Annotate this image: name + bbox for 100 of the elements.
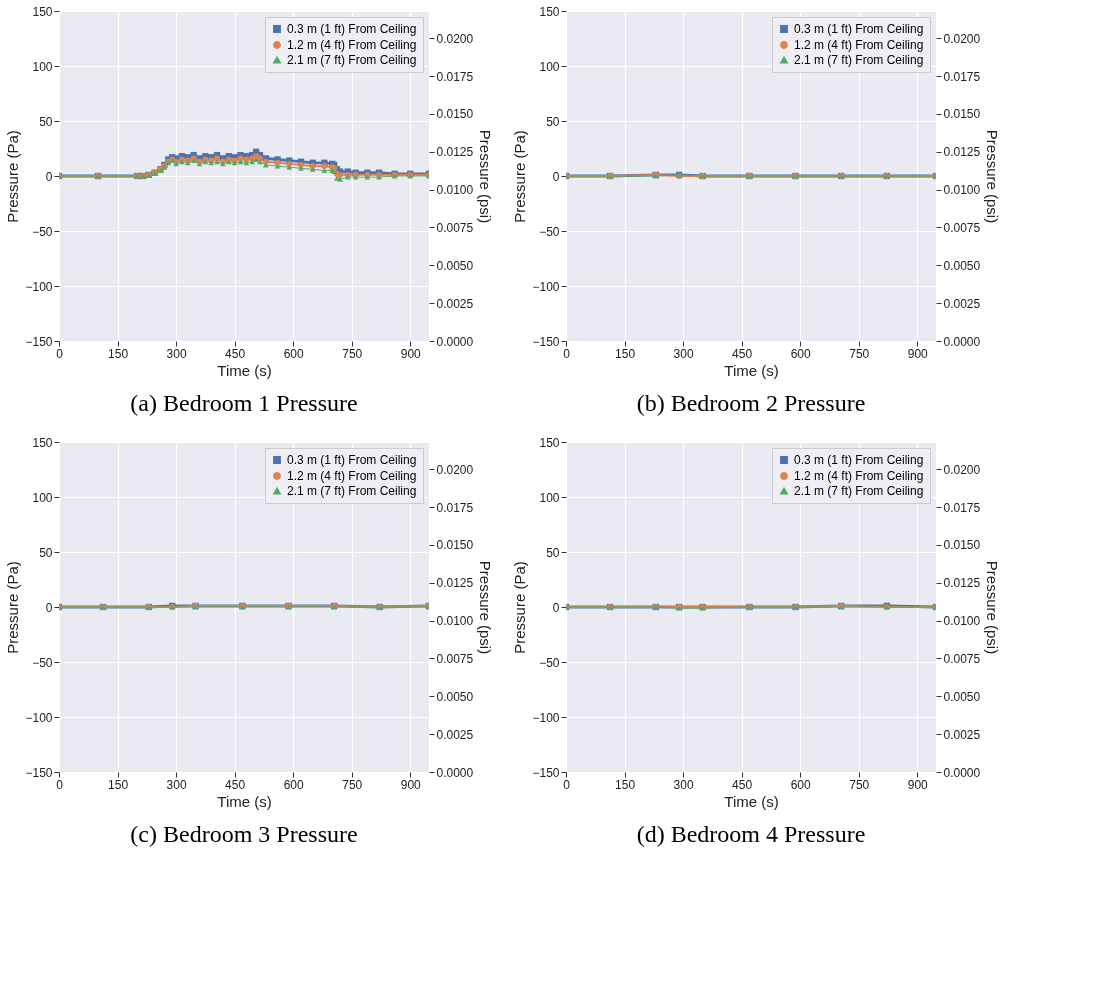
y2-tick-label: 0.0200 — [436, 31, 474, 46]
y2-tick-label: 0.0200 — [943, 31, 981, 46]
y2-tick-label: 0.0200 — [943, 462, 981, 477]
x-tick-label: 0 — [56, 346, 64, 361]
y-tick-label: 0 — [552, 600, 560, 615]
y2-tick-label: 0.0000 — [436, 765, 474, 780]
y-tick-label: 150 — [32, 435, 53, 450]
legend-label: 1.2 m (4 ft) From Ceiling — [287, 38, 417, 52]
y-tick-label: 50 — [546, 545, 560, 560]
x-tick-label: 300 — [673, 777, 694, 792]
y-axis-title: Pressure (Pa) — [4, 561, 22, 654]
y2-tick-label: 0.0175 — [436, 69, 474, 84]
x-tick-label: 600 — [283, 346, 305, 361]
legend-label: 1.2 m (4 ft) From Ceiling — [794, 38, 924, 52]
y2-tick-label: 0.0000 — [943, 334, 981, 349]
y2-tick-label: 0.0100 — [436, 614, 474, 629]
y2-tick-label: 0.0050 — [943, 689, 981, 704]
text: (b) Bedroom 2 Pressure — [636, 390, 866, 416]
x-tick-label: 900 — [400, 777, 422, 792]
y2-tick-label: 0.0050 — [436, 258, 474, 273]
y-tick-label: −100 — [25, 279, 53, 294]
x-tick-label: 450 — [732, 346, 753, 361]
y2-tick-label: 0.0175 — [943, 69, 981, 84]
y2-tick-label: 0.0125 — [943, 145, 981, 160]
legend-label: 1.2 m (4 ft) From Ceiling — [794, 469, 924, 483]
y2-tick-label: 0.0025 — [436, 296, 474, 311]
y-tick-label: 0 — [552, 169, 560, 184]
x-tick-label: 300 — [673, 346, 694, 361]
x-tick-label: 300 — [166, 346, 187, 361]
x-tick-label: 300 — [166, 777, 187, 792]
x-tick-label: 150 — [615, 777, 636, 792]
legend-label: 1.2 m (4 ft) From Ceiling — [287, 469, 417, 483]
y-tick-label: −100 — [25, 710, 53, 725]
y2-tick-label: 0.0125 — [943, 576, 981, 591]
y2-tick-label: 0.0075 — [436, 651, 474, 666]
y-tick-label: 50 — [546, 114, 560, 129]
legend-label: 0.3 m (1 ft) From Ceiling — [287, 453, 417, 467]
y-tick-label: −150 — [25, 765, 53, 780]
x-tick-label: 450 — [225, 777, 246, 792]
y2-tick-label: 0.0125 — [436, 145, 474, 160]
y-tick-label: 100 — [539, 490, 560, 505]
y-tick-label: 50 — [39, 545, 53, 560]
x-axis-title: Time (s) — [217, 361, 272, 379]
y2-tick-label: 0.0025 — [943, 727, 981, 742]
legend-label: 0.3 m (1 ft) From Ceiling — [794, 453, 924, 467]
y2-axis-title: Pressure (psi) — [984, 560, 1002, 655]
x-tick-label: 900 — [907, 346, 929, 361]
x-tick-label: 600 — [790, 346, 812, 361]
y2-tick-label: 0.0150 — [943, 538, 981, 553]
y-tick-label: −50 — [539, 655, 560, 670]
y2-axis-title: Pressure (psi) — [477, 560, 495, 655]
y-tick-label: −150 — [25, 334, 53, 349]
y2-tick-label: 0.0150 — [436, 538, 474, 553]
y2-tick-label: 0.0100 — [436, 183, 474, 198]
y2-axis-title: Pressure (psi) — [984, 129, 1002, 224]
x-tick-label: 900 — [400, 346, 422, 361]
x-axis-title: Time (s) — [724, 361, 779, 379]
legend-label: 0.3 m (1 ft) From Ceiling — [287, 22, 417, 36]
y2-tick-label: 0.0025 — [436, 727, 474, 742]
y-tick-label: 150 — [539, 4, 560, 19]
y-tick-label: −50 — [32, 224, 53, 239]
y2-axis-title: Pressure (psi) — [477, 129, 495, 224]
x-tick-label: 450 — [732, 777, 753, 792]
text: (c) Bedroom 3 Pressure — [130, 821, 358, 847]
y-tick-label: −50 — [32, 655, 53, 670]
y-tick-label: −100 — [532, 710, 560, 725]
legend-label: 2.1 m (7 ft) From Ceiling — [794, 53, 924, 67]
y2-tick-label: 0.0175 — [943, 500, 981, 515]
y-tick-label: −50 — [539, 224, 560, 239]
y2-tick-label: 0.0050 — [436, 689, 474, 704]
x-tick-label: 750 — [849, 777, 870, 792]
text: (d) Bedroom 4 Pressure — [636, 821, 866, 847]
x-tick-label: 150 — [108, 346, 129, 361]
y2-tick-label: 0.0200 — [436, 462, 474, 477]
y-tick-label: 100 — [539, 59, 560, 74]
y-tick-label: 100 — [32, 490, 53, 505]
x-tick-label: 450 — [225, 346, 246, 361]
y2-tick-label: 0.0075 — [943, 220, 981, 235]
y2-tick-label: 0.0000 — [436, 334, 474, 349]
x-tick-label: 150 — [615, 346, 636, 361]
y-tick-label: 0 — [45, 600, 53, 615]
y2-tick-label: 0.0150 — [943, 107, 981, 122]
x-tick-label: 750 — [342, 346, 363, 361]
y-tick-label: −150 — [532, 765, 560, 780]
legend-label: 2.1 m (7 ft) From Ceiling — [287, 53, 417, 67]
y2-tick-label: 0.0075 — [943, 651, 981, 666]
x-tick-label: 750 — [342, 777, 363, 792]
y2-tick-label: 0.0025 — [943, 296, 981, 311]
y2-tick-label: 0.0175 — [436, 500, 474, 515]
y-tick-label: −100 — [532, 279, 560, 294]
x-tick-label: 600 — [790, 777, 812, 792]
y-tick-label: 150 — [32, 4, 53, 19]
y2-tick-label: 0.0000 — [943, 765, 981, 780]
y2-tick-label: 0.0100 — [943, 614, 981, 629]
text: (a) Bedroom 1 Pressure — [130, 390, 358, 416]
x-tick-label: 600 — [283, 777, 305, 792]
x-tick-label: 0 — [56, 777, 64, 792]
y-tick-label: 50 — [39, 114, 53, 129]
x-tick-label: 0 — [563, 346, 571, 361]
x-tick-label: 750 — [849, 346, 870, 361]
